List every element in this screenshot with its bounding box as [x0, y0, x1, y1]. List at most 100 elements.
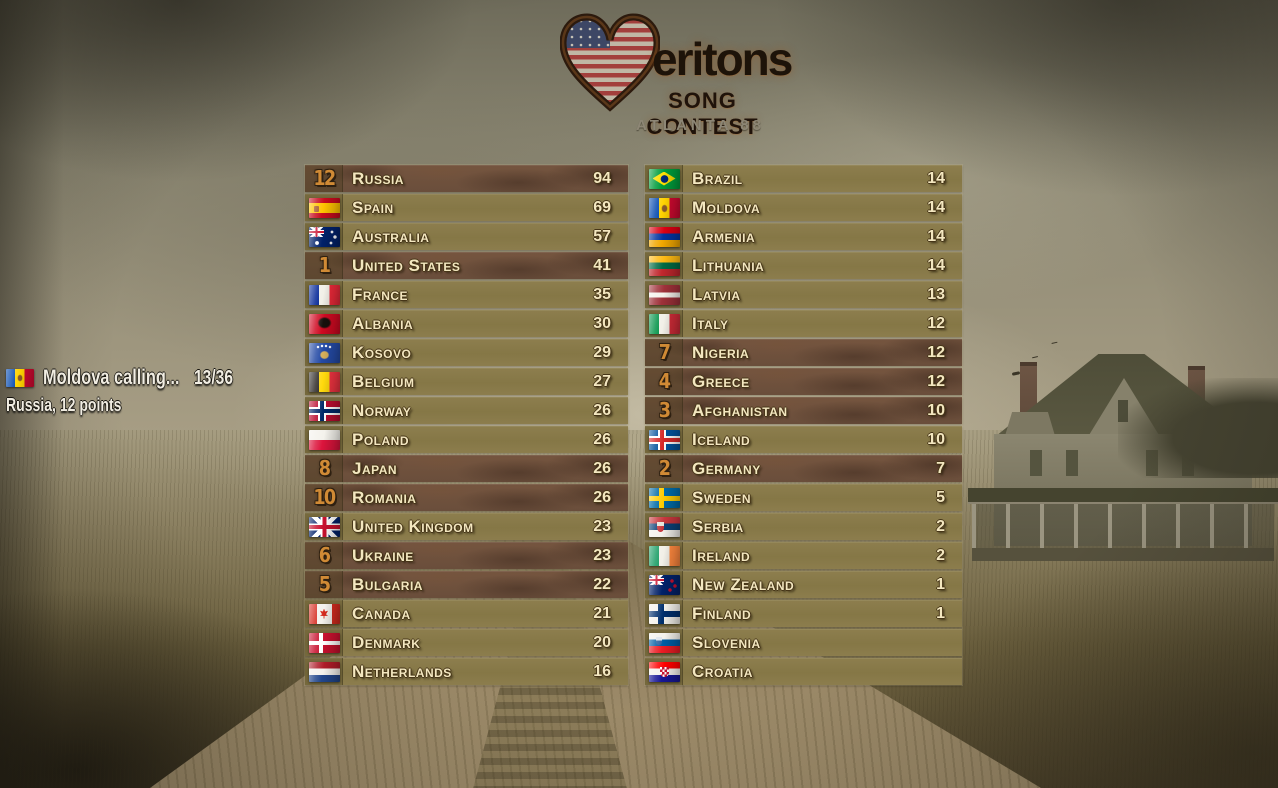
flag-cell — [645, 310, 683, 337]
points-value: 12 — [313, 166, 337, 190]
country-name: Norway — [352, 400, 412, 420]
country-name: Serbia — [692, 516, 744, 536]
country-score: 1 — [936, 575, 945, 593]
scoreboard-row: Norway 26 — [305, 397, 628, 424]
flag-cell — [305, 397, 343, 424]
country-score: 26 — [593, 401, 611, 419]
country-name: Kosovo — [352, 342, 412, 362]
country-score: 30 — [593, 314, 611, 332]
flag-cell — [645, 513, 683, 540]
scoreboard-row: Latvia 13 — [645, 281, 962, 308]
points-value: 5 — [318, 572, 331, 596]
flag-cell — [305, 368, 343, 395]
scoreboard-row: New Zealand 1 — [645, 571, 962, 598]
country-name: Belgium — [352, 371, 415, 391]
country-name: Iceland — [692, 429, 751, 449]
points-value: 7 — [658, 340, 671, 364]
md-flag-icon — [648, 197, 680, 218]
flag-cell — [645, 223, 683, 250]
scoreboard-row: Moldova 14 — [645, 194, 962, 221]
points-badge: 2 — [645, 455, 683, 482]
scoreboard-row: France 35 — [305, 281, 628, 308]
flag-cell — [305, 339, 343, 366]
house-porch-base — [972, 548, 1274, 561]
flag-cell — [305, 223, 343, 250]
points-value: 4 — [658, 369, 671, 393]
country-name: Poland — [352, 429, 410, 449]
logo-host-city: ATLANTA 88 — [636, 117, 765, 134]
flag-cell — [305, 658, 343, 685]
country-name: Netherlands — [352, 661, 452, 681]
scoreboard-row: Australia 57 — [305, 223, 628, 250]
house-porch-columns — [972, 504, 1274, 548]
country-name: Nigeria — [692, 342, 750, 362]
country-score: 5 — [936, 488, 945, 506]
flag-cell — [645, 542, 683, 569]
no-flag-icon — [308, 400, 340, 421]
country-score: 12 — [927, 343, 945, 361]
gb-flag-icon — [308, 516, 340, 537]
flag-cell — [645, 281, 683, 308]
country-name: Sweden — [692, 487, 752, 507]
country-score: 10 — [927, 430, 945, 448]
rs-flag-icon — [648, 516, 680, 537]
country-name: Brazil — [692, 168, 743, 188]
country-score: 26 — [593, 430, 611, 448]
country-name: France — [352, 284, 409, 304]
flag-cell — [305, 600, 343, 627]
country-score: 26 — [593, 488, 611, 506]
si-flag-icon — [648, 632, 680, 653]
scoreboard-column-left: 12 Russia 94 Spain 69 Australia 57 1 United Stat… — [305, 165, 628, 685]
lt-flag-icon — [648, 255, 680, 276]
scoreboard-row: Lithuania 14 — [645, 252, 962, 279]
country-score: 41 — [593, 256, 611, 274]
xk-flag-icon — [308, 342, 340, 363]
country-score: 14 — [927, 256, 945, 274]
scoreboard-row: Poland 26 — [305, 426, 628, 453]
it-flag-icon — [648, 313, 680, 334]
scoreboard-row: 2 Germany 7 — [645, 455, 962, 482]
scoreboard-row: United Kingdom 23 — [305, 513, 628, 540]
country-name: Armenia — [692, 226, 756, 246]
ie-flag-icon — [648, 545, 680, 566]
scoreboard-row: Serbia 2 — [645, 513, 962, 540]
scoreboard-row: Brazil 14 — [645, 165, 962, 192]
points-badge: 7 — [645, 339, 683, 366]
scoreboard-row: Denmark 20 — [305, 629, 628, 656]
flag-cell — [645, 165, 683, 192]
al-flag-icon — [308, 313, 340, 334]
voting-announcement: Moldova calling... 13/36 Russia, 12 poin… — [6, 366, 246, 416]
scoreboard-row: Iceland 10 — [645, 426, 962, 453]
country-score: 35 — [593, 285, 611, 303]
scoreboard-row: 8 Japan 26 — [305, 455, 628, 482]
fr-flag-icon — [308, 284, 340, 305]
country-name: Slovenia — [692, 632, 761, 652]
be-flag-icon — [308, 371, 340, 392]
scoreboard-row: 6 Ukraine 23 — [305, 542, 628, 569]
flag-cell — [645, 194, 683, 221]
points-result-label: Russia, 12 points — [6, 395, 122, 415]
nz-flag-icon — [648, 574, 680, 595]
country-name: Latvia — [692, 284, 741, 304]
flag-cell — [305, 310, 343, 337]
house-porch-roof — [968, 488, 1278, 502]
country-score: 2 — [936, 546, 945, 564]
points-badge: 8 — [305, 455, 343, 482]
scoreboard-row: Croatia — [645, 658, 962, 685]
scoreboard-row: Finland 1 — [645, 600, 962, 627]
country-score: 12 — [927, 372, 945, 390]
country-score: 10 — [927, 401, 945, 419]
country-score: 13 — [927, 285, 945, 303]
country-score: 23 — [593, 546, 611, 564]
flag-cell — [305, 513, 343, 540]
flag-cell — [645, 252, 683, 279]
country-name: Greece — [692, 371, 750, 391]
country-name: Denmark — [352, 632, 421, 652]
lv-flag-icon — [648, 284, 680, 305]
country-score: 27 — [593, 372, 611, 390]
country-name: United Kingdom — [352, 516, 474, 536]
flag-cell — [305, 194, 343, 221]
country-score: 22 — [593, 575, 611, 593]
calling-country-label: Moldova calling... — [43, 366, 180, 389]
